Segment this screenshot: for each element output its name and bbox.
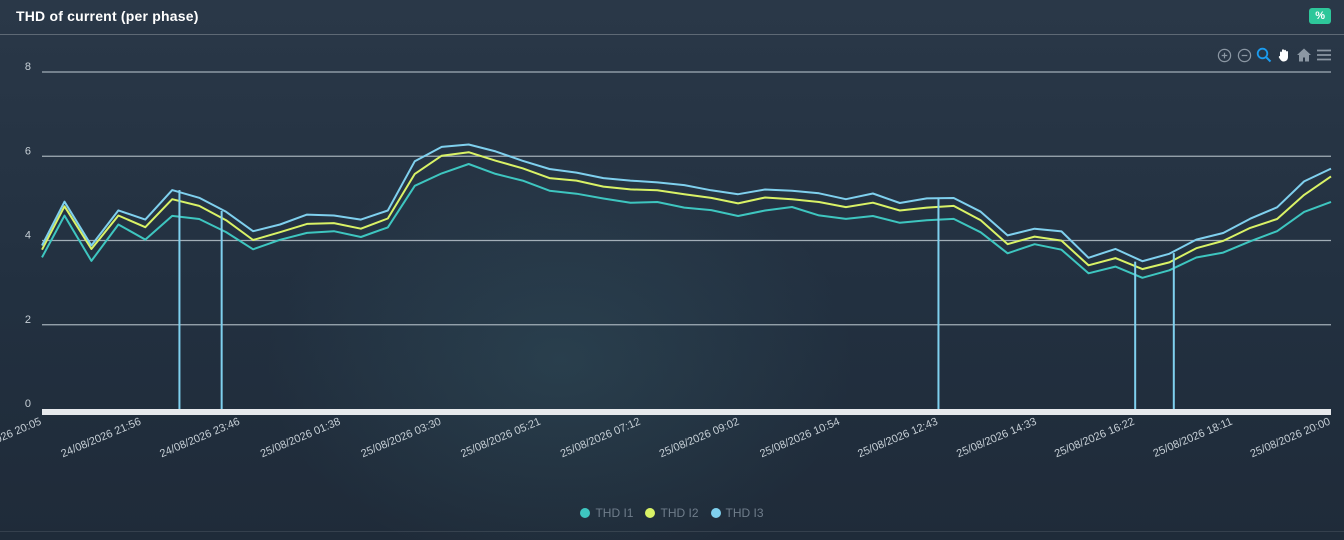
chart-legend: THD I1 THD I2 THD I3 <box>0 506 1344 520</box>
series-line-thd-i3[interactable] <box>41 143 1332 263</box>
legend-item-thd-i1[interactable]: THD I1 <box>580 506 633 520</box>
legend-item-thd-i2[interactable]: THD I2 <box>645 506 699 520</box>
x-tick-label: 25/08/2026 01:38 <box>259 416 343 461</box>
hand-icon[interactable] <box>1276 47 1292 63</box>
panel-footer-divider <box>0 531 1344 532</box>
x-tick-label: 25/08/2026 10:54 <box>758 416 842 461</box>
y-tick-label: 4 <box>25 230 31 242</box>
y-tick-label: 2 <box>25 314 31 326</box>
home-icon[interactable] <box>1296 47 1312 63</box>
x-tick-label: 25/08/2026 18:11 <box>1151 416 1234 460</box>
legend-marker-thd-i1 <box>580 508 591 518</box>
x-tick-label: 24/08/2026 23:46 <box>158 416 242 461</box>
series-line-thd-i2[interactable] <box>41 151 1332 271</box>
x-tick-label: 25/08/2026 03:30 <box>359 416 443 461</box>
legend-item-thd-i3[interactable]: THD I3 <box>710 506 764 520</box>
y-tick-label: 8 <box>25 61 31 73</box>
hamburger-menu-icon[interactable] <box>1316 47 1332 63</box>
legend-label-thd-i1: THD I1 <box>595 506 634 520</box>
x-tick-label: 25/08/2026 20:00 <box>1249 416 1333 461</box>
series-line-thd-i1[interactable] <box>41 163 1332 279</box>
x-tick-label: 24/08/2026 20:05 <box>0 416 43 461</box>
x-tick-label: 24/08/2026 21:56 <box>59 416 143 461</box>
zoom-out-icon[interactable] <box>1236 47 1252 63</box>
x-tick-label: 25/08/2026 12:43 <box>856 416 940 461</box>
thd-line-chart[interactable]: 0 2 4 6 8 24/08/2026 20:05 24/08/2026 21:56 24/… <box>0 0 1344 500</box>
y-tick-label: 0 <box>25 398 31 410</box>
x-tick-label: 25/08/2026 16:22 <box>1053 416 1137 461</box>
zoom-in-icon[interactable] <box>1216 47 1232 63</box>
chart-toolbar <box>1216 46 1332 64</box>
x-tick-label: 25/08/2026 05:21 <box>459 416 543 461</box>
unit-badge[interactable]: % <box>1309 8 1331 24</box>
x-tick-label: 25/08/2026 09:02 <box>658 416 742 461</box>
legend-label-thd-i3: THD I3 <box>725 506 764 520</box>
legend-marker-thd-i2 <box>645 508 656 518</box>
y-tick-label: 6 <box>25 145 31 157</box>
legend-marker-thd-i3 <box>710 508 721 518</box>
x-axis-baseline <box>42 409 1331 415</box>
x-tick-label: 25/08/2026 14:33 <box>955 416 1039 461</box>
x-tick-label: 25/08/2026 07:12 <box>559 416 643 461</box>
panel-title: THD of current (per phase) <box>16 8 199 24</box>
magnifier-icon[interactable] <box>1256 47 1272 63</box>
panel-header: THD of current (per phase) % <box>0 0 1344 35</box>
legend-label-thd-i2: THD I2 <box>660 506 699 520</box>
